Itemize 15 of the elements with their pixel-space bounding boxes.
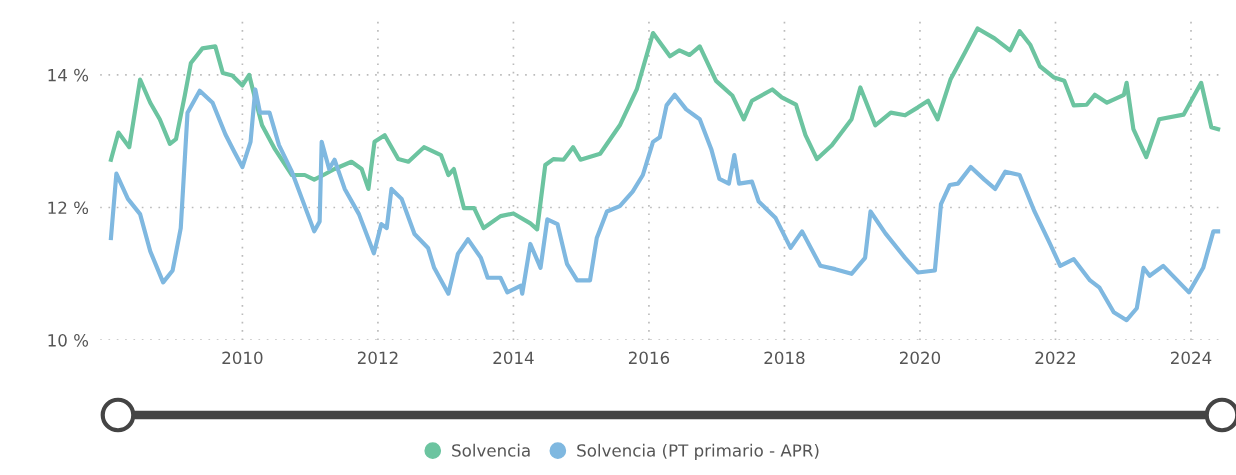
y-tick-label: 12 %: [48, 201, 89, 215]
x-tick-label: 2016: [628, 351, 670, 365]
line-series: [108, 26, 1221, 232]
x-tick-label: 2020: [899, 351, 941, 365]
x-tick-label: 2012: [357, 351, 398, 365]
x-tick-label: 2010: [222, 351, 263, 365]
x-tick-label: 2018: [764, 351, 805, 365]
legend-label: Solvencia: [452, 443, 530, 457]
x-tick-label: 2024: [1171, 351, 1212, 365]
legend-label: Solvencia (PT primario - APR): [577, 443, 819, 460]
x-tick-label: 2014: [493, 351, 534, 365]
line-series: [108, 87, 1221, 323]
y-tick-label: 10 %: [48, 334, 89, 347]
y-tick-label: 14 %: [48, 68, 89, 82]
x-tick-label: 2022: [1035, 351, 1076, 365]
